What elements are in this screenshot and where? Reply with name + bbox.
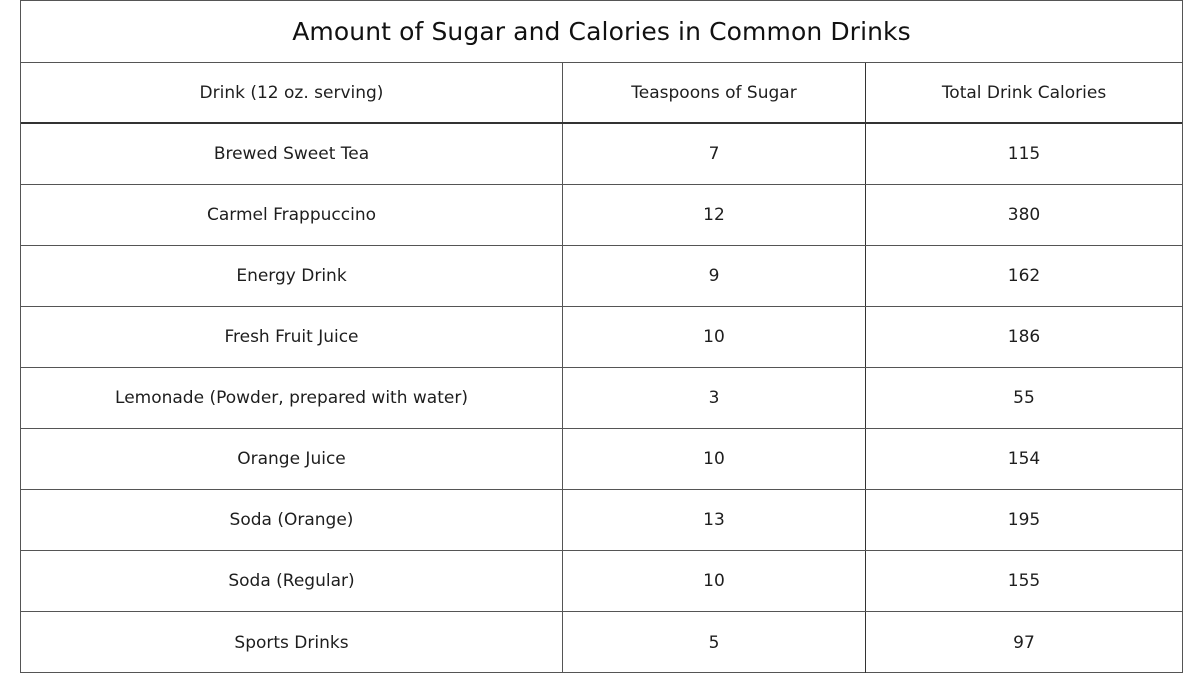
- calories-cell: 186: [1007, 327, 1041, 347]
- calories-cell: 97: [1013, 632, 1035, 653]
- table-row: Lemonade (Powder, prepared with water) 3…: [21, 368, 1182, 429]
- sugar-cell: 7: [563, 124, 866, 184]
- calories-cell: 154: [1007, 449, 1041, 469]
- sugar-cell: 10: [563, 307, 866, 367]
- drink-cell: Energy Drink: [21, 246, 563, 306]
- drink-cell: Carmel Frappuccino: [21, 185, 563, 245]
- sugar-cell: 13: [563, 490, 866, 550]
- table-row: Sports Drinks 5 97: [21, 612, 1182, 673]
- calories-cell: 162: [1007, 266, 1041, 286]
- sugar-cell: 3: [563, 368, 866, 428]
- column-header-sugar: Teaspoons of Sugar: [563, 63, 866, 122]
- calories-cell: 55: [1013, 388, 1035, 408]
- calories-cell: 380: [1007, 205, 1041, 225]
- table-title: Amount of Sugar and Calories in Common D…: [292, 17, 911, 46]
- drink-cell: Lemonade (Powder, prepared with water): [21, 368, 563, 428]
- sugar-calories-table: Amount of Sugar and Calories in Common D…: [20, 0, 1183, 673]
- table-row: Brewed Sweet Tea 7 115: [21, 124, 1182, 185]
- sugar-cell: 12: [563, 185, 866, 245]
- sugar-cell: 5: [563, 612, 866, 673]
- calories-cell: 115: [1007, 144, 1041, 164]
- drink-cell: Soda (Orange): [21, 490, 563, 550]
- table-row: Soda (Regular) 10 155: [21, 551, 1182, 612]
- table-row: Orange Juice 10 154: [21, 429, 1182, 490]
- column-header-calories: Total Drink Calories: [941, 82, 1107, 103]
- table-header-row: Drink (12 oz. serving) Teaspoons of Suga…: [21, 63, 1182, 124]
- sugar-cell: 10: [563, 429, 866, 489]
- column-header-drink: Drink (12 oz. serving): [21, 63, 563, 122]
- drink-cell: Orange Juice: [21, 429, 563, 489]
- table-row: Energy Drink 9 162: [21, 246, 1182, 307]
- drink-cell: Fresh Fruit Juice: [21, 307, 563, 367]
- calories-cell: 155: [1007, 571, 1041, 591]
- table-title-row: Amount of Sugar and Calories in Common D…: [21, 1, 1182, 63]
- drink-cell: Brewed Sweet Tea: [21, 124, 563, 184]
- calories-cell: 195: [1007, 510, 1041, 530]
- drink-cell: Soda (Regular): [21, 551, 563, 611]
- drink-cell: Sports Drinks: [21, 612, 563, 673]
- table-row: Fresh Fruit Juice 10 186: [21, 307, 1182, 368]
- table-row: Soda (Orange) 13 195: [21, 490, 1182, 551]
- sugar-cell: 9: [563, 246, 866, 306]
- sugar-cell: 10: [563, 551, 866, 611]
- table-row: Carmel Frappuccino 12 380: [21, 185, 1182, 246]
